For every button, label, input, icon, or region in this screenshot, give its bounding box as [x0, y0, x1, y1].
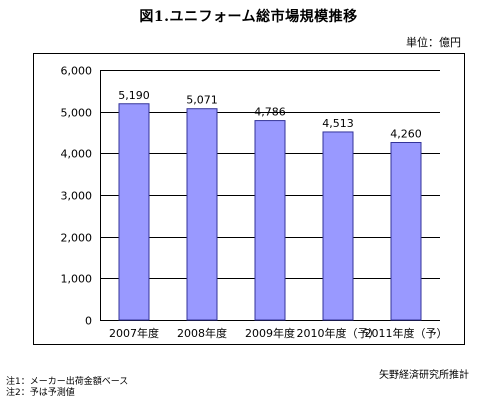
- y-tick-label: 5,000: [61, 107, 93, 120]
- note-2: 注2：予は予測値: [6, 388, 75, 398]
- x-tick-label: 2011年度（予）: [365, 326, 448, 340]
- bar: [322, 131, 354, 321]
- bar: [254, 120, 286, 321]
- source-label: 矢野経済研究所推計: [379, 370, 469, 381]
- data-label: 5,190: [118, 89, 150, 102]
- x-tick-label: 2009年度: [245, 326, 295, 340]
- chart-title: 図1.ユニフォーム総市場規模推移: [139, 9, 358, 25]
- data-label: 4,260: [390, 128, 422, 141]
- note-1: 注1：メーカー出荷金額ベース: [6, 377, 129, 387]
- y-tick-label: 1,000: [61, 273, 93, 286]
- x-tick-label: 2008年度: [177, 326, 227, 340]
- bar: [118, 103, 150, 321]
- data-label: 5,071: [186, 94, 218, 107]
- unit-label: 単位：億円: [406, 36, 461, 49]
- bar: [390, 142, 422, 321]
- notes: 注1：メーカー出荷金額ベース 注2：予は予測値: [6, 377, 128, 399]
- y-tick-label: 4,000: [61, 148, 93, 161]
- data-label: 4,513: [322, 117, 354, 130]
- y-tick-label: 6,000: [61, 65, 93, 78]
- x-tick-label: 2010年度（予）: [297, 326, 380, 340]
- y-tick-label: 2,000: [61, 232, 93, 245]
- y-tick-label: 3,000: [61, 190, 93, 203]
- data-label: 4,786: [254, 106, 286, 119]
- x-tick-label: 2007年度: [109, 326, 159, 340]
- y-tick-label: 0: [85, 315, 92, 328]
- bar: [186, 108, 218, 321]
